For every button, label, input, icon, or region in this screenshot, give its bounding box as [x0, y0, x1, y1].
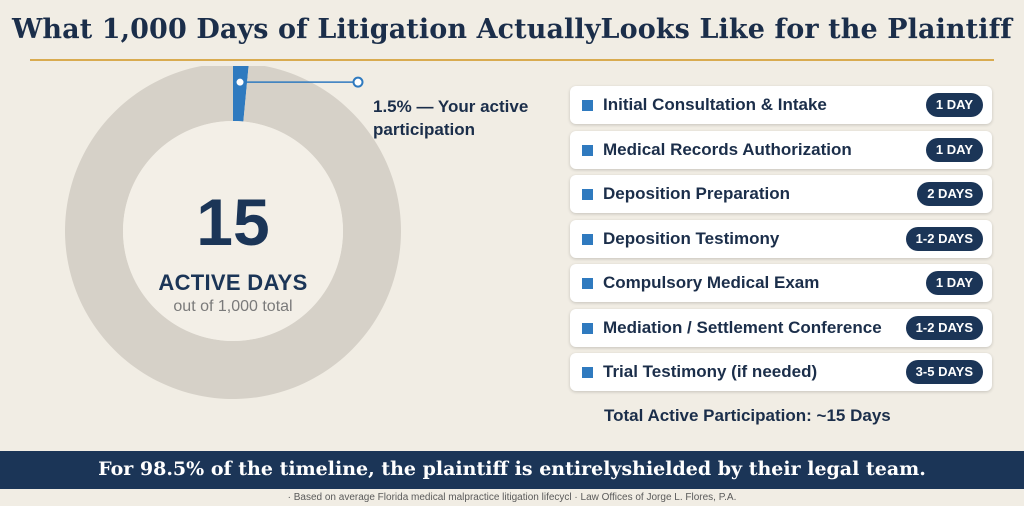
duration-badge: 1 DAY: [925, 93, 983, 117]
callout-dot-start: [234, 76, 246, 88]
task-item: Trial Testimony (if needed) 3-5 DAYS: [570, 353, 992, 391]
task-label: Deposition Preparation: [603, 184, 791, 203]
task-item: Medical Records Authorization 1 DAY: [570, 130, 992, 169]
donut-slice-remaining: [65, 66, 401, 399]
bullet-square-icon: [582, 144, 593, 156]
task-item: Compulsory Medical Exam 1 DAY: [570, 264, 992, 302]
bullet-square-icon: [582, 100, 593, 111]
slice-callout-label: 1.5% — Your active participation: [373, 97, 529, 139]
summary-banner: For 98.5% of the timeline, the plaintiff…: [0, 451, 1024, 489]
page-title: What 1,000 Days of Litigation ActuallyLo…: [11, 14, 1013, 45]
source-footnote: · Based on average Florida medical malpr…: [287, 492, 737, 503]
task-label: Initial Consultation & Intake: [603, 95, 827, 114]
title-divider: [30, 59, 994, 61]
duration-badge: 1 DAY: [925, 271, 983, 295]
task-label: Compulsory Medical Exam: [603, 273, 820, 292]
duration-badge: 3-5 DAYS: [905, 360, 983, 384]
bullet-square-icon: [582, 278, 593, 289]
task-list: Initial Consultation & Intake 1 DAY Medi…: [570, 86, 992, 398]
bullet-square-icon: [582, 367, 593, 378]
task-label: Mediation / Settlement Conference: [603, 317, 882, 337]
duration-badge: 1 DAY: [925, 137, 983, 162]
task-label: Trial Testimony (if needed): [603, 362, 818, 381]
task-label: Deposition Testimony: [603, 228, 780, 248]
center-subtitle: out of 1,000 total: [173, 298, 293, 315]
callout-dot-end: [352, 76, 364, 88]
duration-badge: 1-2 DAYS: [905, 315, 983, 340]
task-item: Deposition Preparation 2 DAYS: [570, 175, 992, 213]
bullet-square-icon: [582, 189, 593, 200]
center-label: ACTIVE DAYS: [158, 270, 308, 295]
center-value: 15: [196, 185, 270, 259]
donut-chart: [65, 66, 401, 399]
total-participation: Total Active Participation: ~15 Days: [604, 406, 891, 425]
task-item: Initial Consultation & Intake 1 DAY: [570, 86, 992, 124]
duration-badge: 2 DAYS: [917, 182, 983, 206]
task-item: Deposition Testimony 1-2 DAYS: [570, 219, 992, 258]
donut-center: [123, 121, 343, 341]
duration-badge: 1-2 DAYS: [905, 226, 983, 251]
task-item: Mediation / Settlement Conference 1-2 DA…: [570, 308, 992, 347]
bullet-square-icon: [582, 233, 593, 245]
bullet-square-icon: [582, 322, 593, 334]
banner-text: For 98.5% of the timeline, the plaintiff…: [98, 458, 926, 480]
task-label: Medical Records Authorization: [603, 139, 852, 159]
